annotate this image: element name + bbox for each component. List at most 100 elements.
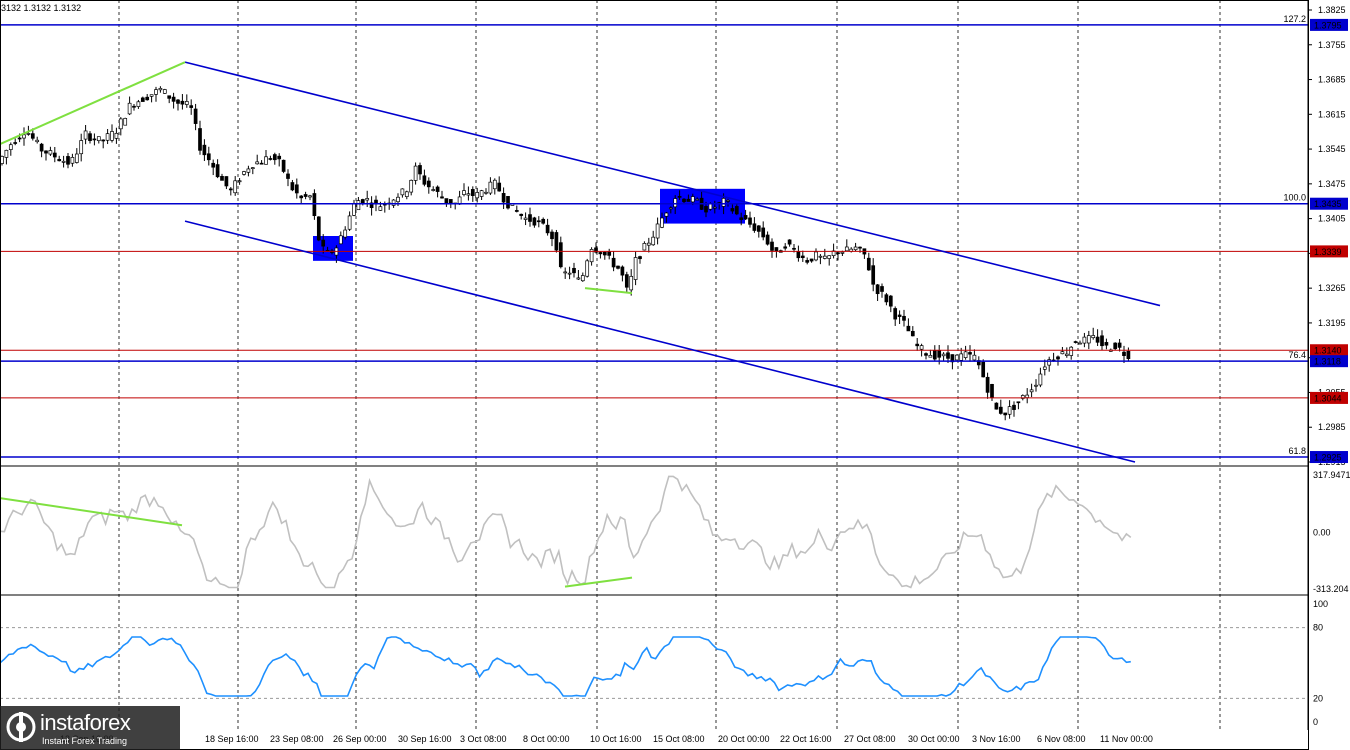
price-label: 1.3140 [1314, 346, 1342, 356]
candle-body [902, 315, 906, 321]
candle-body [259, 162, 264, 165]
candle-body [312, 193, 317, 217]
candle-body [17, 137, 22, 140]
candle-body [611, 257, 616, 268]
x-tick-label: 22 Oct 16:00 [780, 734, 832, 744]
candle-body [1073, 341, 1078, 343]
candle-body [118, 118, 123, 130]
candle-body [233, 180, 238, 194]
candle-body [919, 345, 924, 350]
candle-body [924, 353, 928, 356]
candle-body [787, 239, 792, 245]
candle-body [224, 176, 229, 187]
candle-body [1016, 401, 1021, 404]
candle-body [242, 171, 246, 175]
candle-body [264, 156, 268, 165]
channel-line [184, 61, 1161, 307]
rsi-pane [0, 636, 1131, 697]
x-tick-label: 26 Sep 00:00 [333, 734, 387, 744]
candle-body [431, 189, 436, 191]
candle-body [286, 173, 290, 179]
y-tick-label: 1.3405 [1318, 214, 1346, 224]
cci-divergence-line [564, 576, 633, 588]
candle-body [391, 199, 396, 206]
y-tick-label: 1.3475 [1318, 179, 1346, 189]
price-label-box [1310, 344, 1348, 357]
candle-body [61, 160, 66, 163]
cci-divergence-line [0, 497, 183, 527]
candle-body [167, 95, 172, 99]
candle-body [528, 214, 532, 222]
candle-body [220, 175, 224, 181]
candle-body [39, 143, 44, 152]
candle-body [400, 188, 405, 196]
candle-body [990, 384, 994, 398]
cci-pane [0, 475, 1132, 589]
candle-body [272, 154, 277, 161]
candle-body [136, 101, 141, 107]
candle-body [884, 294, 889, 303]
candle-body [13, 142, 18, 144]
candle-body [66, 156, 70, 165]
candle-body [563, 271, 568, 274]
candle-body [836, 252, 840, 255]
price-label: 1.2925 [1314, 453, 1342, 463]
candle-body [1122, 351, 1126, 356]
candle-body [462, 190, 466, 195]
candle-body [541, 218, 546, 224]
candle-body [730, 208, 735, 212]
x-tick-label: 11 Nov 00:00 [1100, 734, 1153, 744]
candle-body [814, 251, 818, 261]
candle-body [338, 235, 343, 245]
candle-body [492, 179, 497, 190]
candle-body [809, 258, 814, 262]
candle-body [853, 246, 858, 251]
candle-body [158, 87, 163, 91]
price-label-box [1310, 18, 1348, 31]
cci-tick-label: 0.00 [1313, 527, 1331, 537]
candle-body [378, 206, 383, 211]
candle-body [299, 195, 304, 199]
candle-body [74, 153, 79, 163]
x-tick-label: 3 Oct 08:00 [460, 734, 507, 744]
cci-tick-label: 317.9471 [1313, 470, 1350, 480]
candle-body [290, 182, 295, 191]
candle-body [435, 186, 440, 192]
candle-body [409, 179, 414, 193]
candle-body [774, 247, 779, 252]
candle-body [30, 133, 35, 139]
candle-body [105, 133, 110, 141]
price-label-box [1310, 355, 1348, 368]
candle-body [576, 277, 581, 280]
candle-body [198, 128, 202, 151]
candle-body [589, 249, 594, 263]
candle-body [426, 180, 431, 188]
candle-body [954, 354, 959, 361]
candle-body [1025, 394, 1030, 398]
candle-body [668, 207, 673, 210]
fib-label: 61.8 [1288, 446, 1306, 456]
candle-body [57, 159, 62, 162]
cci-line [0, 475, 1132, 589]
candle-body [519, 213, 524, 216]
candle-body [550, 231, 554, 240]
candle-body [616, 265, 620, 269]
candle-body [1126, 350, 1131, 360]
candle-body [580, 275, 585, 282]
candle-body [501, 193, 506, 203]
candle-body [88, 133, 92, 141]
channel-line [184, 220, 1136, 463]
candle-body [444, 198, 449, 204]
candle-body [176, 99, 180, 104]
rsi-tick-label: 100 [1313, 599, 1328, 609]
candle-body [281, 159, 286, 172]
candle-body [739, 217, 744, 220]
x-tick-label: 30 Sep 16:00 [398, 734, 452, 744]
candle-body [475, 192, 480, 199]
logo-icon [6, 712, 36, 742]
candle-body [677, 196, 682, 198]
candle-body [202, 144, 207, 156]
candle-body [770, 241, 774, 251]
candle-body [123, 117, 128, 126]
